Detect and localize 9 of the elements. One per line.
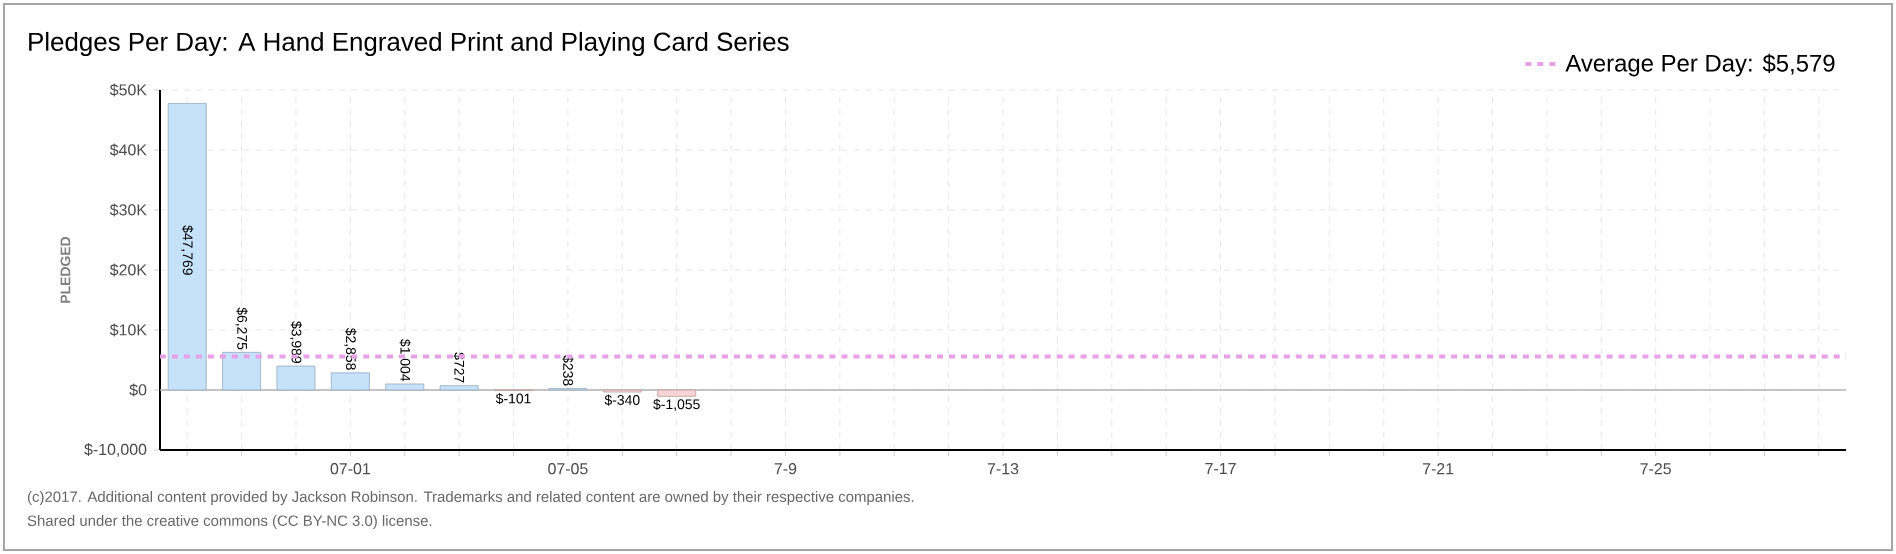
bar [167,102,207,391]
bar [657,389,697,397]
bar [385,383,425,391]
chart-title: Pledges Per Day: A Hand Engraved Print and Playing Card Series [29,31,789,57]
bar [222,351,262,391]
legend-label: Average Per Day: $5,579 [1565,53,1835,77]
bar [330,372,370,391]
bar [439,385,479,391]
bar [276,365,316,391]
